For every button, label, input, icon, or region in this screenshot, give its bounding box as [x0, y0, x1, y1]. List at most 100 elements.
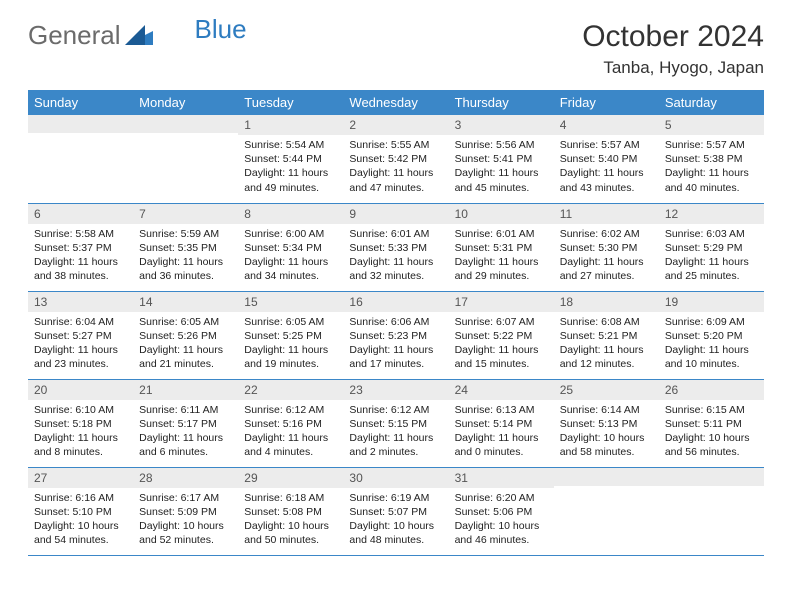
day-details: Sunrise: 6:01 AMSunset: 5:31 PMDaylight:…: [449, 224, 554, 288]
calendar-cell: 28Sunrise: 6:17 AMSunset: 5:09 PMDayligh…: [133, 467, 238, 555]
day-number: 6: [28, 204, 133, 224]
sunrise-text: Sunrise: 6:12 AM: [349, 403, 442, 417]
calendar-cell: 25Sunrise: 6:14 AMSunset: 5:13 PMDayligh…: [554, 379, 659, 467]
day-details: Sunrise: 6:06 AMSunset: 5:23 PMDaylight:…: [343, 312, 448, 376]
daylight-text: Daylight: 11 hours and 8 minutes.: [34, 431, 127, 459]
day-header: Tuesday: [238, 90, 343, 115]
daylight-text: Daylight: 11 hours and 2 minutes.: [349, 431, 442, 459]
calendar-week-row: 27Sunrise: 6:16 AMSunset: 5:10 PMDayligh…: [28, 467, 764, 555]
brand-part1: General: [28, 20, 121, 51]
calendar-week-row: 20Sunrise: 6:10 AMSunset: 5:18 PMDayligh…: [28, 379, 764, 467]
daylight-text: Daylight: 11 hours and 17 minutes.: [349, 343, 442, 371]
calendar-cell: 11Sunrise: 6:02 AMSunset: 5:30 PMDayligh…: [554, 203, 659, 291]
calendar-cell: 14Sunrise: 6:05 AMSunset: 5:26 PMDayligh…: [133, 291, 238, 379]
sunrise-text: Sunrise: 6:12 AM: [244, 403, 337, 417]
daylight-text: Daylight: 11 hours and 45 minutes.: [455, 166, 548, 194]
day-details: Sunrise: 6:12 AMSunset: 5:15 PMDaylight:…: [343, 400, 448, 464]
sunrise-text: Sunrise: 6:20 AM: [455, 491, 548, 505]
day-header: Thursday: [449, 90, 554, 115]
calendar-cell: 18Sunrise: 6:08 AMSunset: 5:21 PMDayligh…: [554, 291, 659, 379]
sunrise-text: Sunrise: 6:05 AM: [244, 315, 337, 329]
day-details: Sunrise: 6:17 AMSunset: 5:09 PMDaylight:…: [133, 488, 238, 552]
sunset-text: Sunset: 5:25 PM: [244, 329, 337, 343]
daylight-text: Daylight: 10 hours and 58 minutes.: [560, 431, 653, 459]
sunrise-text: Sunrise: 6:11 AM: [139, 403, 232, 417]
calendar-cell: [28, 115, 133, 203]
day-details: Sunrise: 5:55 AMSunset: 5:42 PMDaylight:…: [343, 135, 448, 199]
day-number: 3: [449, 115, 554, 135]
sunrise-text: Sunrise: 6:04 AM: [34, 315, 127, 329]
day-header: Wednesday: [343, 90, 448, 115]
sunrise-text: Sunrise: 6:10 AM: [34, 403, 127, 417]
day-details: Sunrise: 6:07 AMSunset: 5:22 PMDaylight:…: [449, 312, 554, 376]
day-number: 10: [449, 204, 554, 224]
sunrise-text: Sunrise: 6:05 AM: [139, 315, 232, 329]
day-details: Sunrise: 5:58 AMSunset: 5:37 PMDaylight:…: [28, 224, 133, 288]
sunset-text: Sunset: 5:29 PM: [665, 241, 758, 255]
sunrise-text: Sunrise: 6:07 AM: [455, 315, 548, 329]
calendar-cell: 15Sunrise: 6:05 AMSunset: 5:25 PMDayligh…: [238, 291, 343, 379]
daylight-text: Daylight: 11 hours and 21 minutes.: [139, 343, 232, 371]
calendar-cell: 12Sunrise: 6:03 AMSunset: 5:29 PMDayligh…: [659, 203, 764, 291]
day-number: 15: [238, 292, 343, 312]
day-details: Sunrise: 6:00 AMSunset: 5:34 PMDaylight:…: [238, 224, 343, 288]
calendar-cell: 19Sunrise: 6:09 AMSunset: 5:20 PMDayligh…: [659, 291, 764, 379]
calendar-page: General Blue October 2024 Tanba, Hyogo, …: [0, 0, 792, 576]
calendar-cell: 10Sunrise: 6:01 AMSunset: 5:31 PMDayligh…: [449, 203, 554, 291]
calendar-cell: 2Sunrise: 5:55 AMSunset: 5:42 PMDaylight…: [343, 115, 448, 203]
sunrise-text: Sunrise: 5:56 AM: [455, 138, 548, 152]
day-number: [659, 468, 764, 486]
sunset-text: Sunset: 5:07 PM: [349, 505, 442, 519]
day-header: Friday: [554, 90, 659, 115]
calendar-cell: 29Sunrise: 6:18 AMSunset: 5:08 PMDayligh…: [238, 467, 343, 555]
day-details: Sunrise: 6:15 AMSunset: 5:11 PMDaylight:…: [659, 400, 764, 464]
day-details: Sunrise: 6:10 AMSunset: 5:18 PMDaylight:…: [28, 400, 133, 464]
daylight-text: Daylight: 11 hours and 12 minutes.: [560, 343, 653, 371]
sunrise-text: Sunrise: 6:13 AM: [455, 403, 548, 417]
sunrise-text: Sunrise: 6:17 AM: [139, 491, 232, 505]
day-number: 8: [238, 204, 343, 224]
sunrise-text: Sunrise: 6:19 AM: [349, 491, 442, 505]
calendar-cell: 24Sunrise: 6:13 AMSunset: 5:14 PMDayligh…: [449, 379, 554, 467]
calendar-cell: 9Sunrise: 6:01 AMSunset: 5:33 PMDaylight…: [343, 203, 448, 291]
daylight-text: Daylight: 11 hours and 15 minutes.: [455, 343, 548, 371]
day-details: Sunrise: 6:14 AMSunset: 5:13 PMDaylight:…: [554, 400, 659, 464]
daylight-text: Daylight: 11 hours and 6 minutes.: [139, 431, 232, 459]
day-number: 12: [659, 204, 764, 224]
sunrise-text: Sunrise: 5:54 AM: [244, 138, 337, 152]
day-details: Sunrise: 6:02 AMSunset: 5:30 PMDaylight:…: [554, 224, 659, 288]
day-number: 30: [343, 468, 448, 488]
day-details: Sunrise: 6:20 AMSunset: 5:06 PMDaylight:…: [449, 488, 554, 552]
sunset-text: Sunset: 5:21 PM: [560, 329, 653, 343]
calendar-cell: 30Sunrise: 6:19 AMSunset: 5:07 PMDayligh…: [343, 467, 448, 555]
daylight-text: Daylight: 11 hours and 49 minutes.: [244, 166, 337, 194]
sunrise-text: Sunrise: 6:14 AM: [560, 403, 653, 417]
sunset-text: Sunset: 5:40 PM: [560, 152, 653, 166]
daylight-text: Daylight: 11 hours and 4 minutes.: [244, 431, 337, 459]
day-number: 25: [554, 380, 659, 400]
calendar-cell: 8Sunrise: 6:00 AMSunset: 5:34 PMDaylight…: [238, 203, 343, 291]
daylight-text: Daylight: 11 hours and 36 minutes.: [139, 255, 232, 283]
calendar-cell: 6Sunrise: 5:58 AMSunset: 5:37 PMDaylight…: [28, 203, 133, 291]
day-details: Sunrise: 6:12 AMSunset: 5:16 PMDaylight:…: [238, 400, 343, 464]
day-details: Sunrise: 5:57 AMSunset: 5:38 PMDaylight:…: [659, 135, 764, 199]
day-number: 23: [343, 380, 448, 400]
sunset-text: Sunset: 5:17 PM: [139, 417, 232, 431]
sunset-text: Sunset: 5:22 PM: [455, 329, 548, 343]
day-details: Sunrise: 6:13 AMSunset: 5:14 PMDaylight:…: [449, 400, 554, 464]
day-number: 17: [449, 292, 554, 312]
day-number: 11: [554, 204, 659, 224]
day-number: 7: [133, 204, 238, 224]
calendar-cell: 3Sunrise: 5:56 AMSunset: 5:41 PMDaylight…: [449, 115, 554, 203]
calendar-cell: [133, 115, 238, 203]
sunrise-text: Sunrise: 6:09 AM: [665, 315, 758, 329]
calendar-cell: 1Sunrise: 5:54 AMSunset: 5:44 PMDaylight…: [238, 115, 343, 203]
day-header-row: Sunday Monday Tuesday Wednesday Thursday…: [28, 90, 764, 115]
daylight-text: Daylight: 11 hours and 29 minutes.: [455, 255, 548, 283]
calendar-cell: 17Sunrise: 6:07 AMSunset: 5:22 PMDayligh…: [449, 291, 554, 379]
day-details: Sunrise: 6:01 AMSunset: 5:33 PMDaylight:…: [343, 224, 448, 288]
sunset-text: Sunset: 5:09 PM: [139, 505, 232, 519]
day-number: 22: [238, 380, 343, 400]
month-title: October 2024: [582, 20, 764, 54]
sunset-text: Sunset: 5:15 PM: [349, 417, 442, 431]
